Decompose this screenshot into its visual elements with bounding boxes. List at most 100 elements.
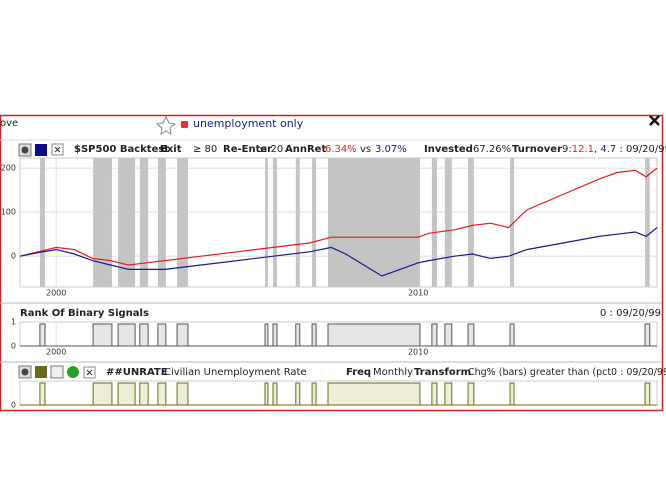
- value: 6.34%: [325, 144, 357, 155]
- signal-bar: [117, 323, 136, 347]
- signal-bar: [431, 323, 438, 347]
- signal-bar: [117, 382, 136, 406]
- signal-bar: [39, 382, 46, 406]
- y-tick-label: 0: [11, 252, 16, 261]
- x-tick-label: 2010: [408, 289, 428, 298]
- text: 9:: [562, 144, 572, 155]
- label: Turnover: [512, 144, 562, 155]
- signal-bar: [444, 382, 453, 406]
- chart-title: ##UNRATE: [106, 367, 168, 378]
- signal-bar: [176, 382, 189, 406]
- copy-button[interactable]: [50, 365, 64, 379]
- value: Chg% (bars) greater than (pct0 : 09/20/9…: [468, 367, 666, 378]
- signal-bar: [272, 382, 278, 406]
- gear-icon: [21, 146, 29, 154]
- value: 4.7: [600, 144, 617, 155]
- chart-title: Rank Of Binary Signals: [20, 308, 149, 319]
- chart-title: $SP500 Backtest: [74, 144, 170, 155]
- signal-bar: [92, 382, 113, 406]
- text: : 09/20/99: [619, 144, 666, 155]
- label: Re-Enter: [223, 144, 273, 155]
- signal-shade: [39, 158, 45, 287]
- status-button[interactable]: [67, 366, 79, 378]
- signal-shade: [328, 158, 420, 287]
- gear-icon: [21, 368, 29, 376]
- signal-shade: [272, 158, 277, 287]
- signal-bar: [509, 323, 515, 347]
- x-tick-label: 2000: [46, 289, 66, 298]
- star-icon[interactable]: [155, 115, 177, 135]
- value: ≤ 20: [259, 144, 284, 155]
- signal-shade: [157, 158, 166, 287]
- label: Transform: [414, 367, 472, 378]
- signal-bar: [139, 382, 149, 406]
- signal-bar: [311, 323, 317, 347]
- remove-icon: [86, 369, 93, 376]
- series-line: [19, 167, 658, 266]
- signal-shade: [510, 158, 515, 287]
- signal-shade: [265, 158, 268, 287]
- value-part: 9:12.1, 4.7 : 09/20/99: [562, 144, 666, 156]
- signal-bar: [272, 323, 278, 347]
- color-swatch[interactable]: [35, 144, 47, 156]
- series-line: [19, 227, 658, 277]
- label: Freq: [346, 367, 372, 378]
- signal-bar: [264, 323, 269, 347]
- signal-bar: [157, 323, 167, 347]
- lock-icon: [181, 121, 188, 128]
- label: vs: [360, 144, 372, 155]
- color-swatch[interactable]: [35, 366, 47, 378]
- signal-shade: [431, 158, 437, 287]
- signal-bar: [467, 382, 475, 406]
- signal-bar: [176, 323, 189, 347]
- signal-bar: [644, 323, 651, 347]
- signal-bar: [444, 323, 453, 347]
- signal-bar: [264, 382, 269, 406]
- signal-bar: [431, 382, 438, 406]
- signal-shade: [93, 158, 112, 287]
- value: Monthly: [373, 367, 414, 378]
- value: ≥ 80: [193, 144, 218, 155]
- tab-fragment: ove: [0, 118, 19, 129]
- subtitle: Civilian Unemployment Rate: [164, 367, 307, 378]
- signal-bar: [327, 382, 421, 406]
- y-tick-label: 100: [1, 208, 16, 217]
- signal-shade: [118, 158, 136, 287]
- y-tick-label: 1: [11, 318, 16, 327]
- signal-shade: [295, 158, 300, 287]
- value: 3.07%: [375, 144, 407, 155]
- window-title: unemployment only: [193, 117, 304, 130]
- signal-bar: [644, 382, 651, 406]
- signal-bar: [39, 323, 46, 347]
- signal-shade: [468, 158, 474, 287]
- right-label: 0 : 09/20/99: [600, 308, 662, 319]
- window-frame: [0, 114, 664, 412]
- signal-bar: [467, 323, 475, 347]
- y-tick-label: 0: [11, 401, 16, 410]
- signal-shade: [444, 158, 452, 287]
- x-tick-label: 2010: [408, 348, 428, 357]
- value: 67.26%: [473, 144, 512, 155]
- y-tick-label: 200: [1, 164, 16, 173]
- signal-shade: [312, 158, 317, 287]
- signal-bar: [311, 382, 317, 406]
- label: AnnRet: [285, 144, 327, 155]
- signal-bar: [157, 382, 167, 406]
- y-tick-label: 0: [11, 342, 16, 351]
- signal-bar: [295, 323, 301, 347]
- value: 12.1: [571, 144, 594, 155]
- signal-bar: [92, 323, 113, 347]
- close-button[interactable]: [649, 115, 660, 126]
- label: Exit: [160, 144, 182, 155]
- text: ,: [594, 144, 598, 155]
- signal-shade: [645, 158, 650, 287]
- signal-bar: [327, 323, 421, 347]
- label: Invested: [424, 144, 473, 155]
- signal-bar: [509, 382, 515, 406]
- x-tick-label: 2000: [46, 348, 66, 357]
- signal-bar: [295, 382, 301, 406]
- signal-bar: [139, 323, 149, 347]
- signal-shade: [139, 158, 149, 287]
